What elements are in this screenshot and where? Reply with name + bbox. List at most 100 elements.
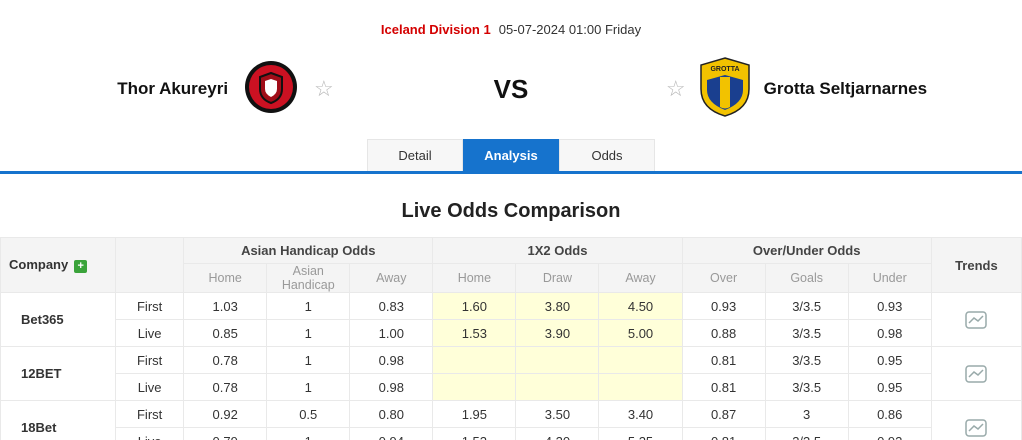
- odds-value: 0.87: [681, 400, 766, 428]
- row-type: First: [115, 292, 185, 320]
- odds-value: 0.95: [847, 373, 932, 401]
- odds-value: 3/3.5: [764, 319, 849, 347]
- odds-value: 0.81: [681, 346, 766, 374]
- table-row: Live 0.85 1 1.00 1.53 3.90 5.00 0.88 3/3…: [1, 319, 1022, 347]
- odds-value: 0.86: [847, 400, 932, 428]
- col-ou-over: Over: [681, 263, 766, 293]
- tab-detail[interactable]: Detail: [367, 139, 463, 171]
- odds-value: 3/3.5: [764, 292, 849, 320]
- tab-bar: Detail Analysis Odds: [0, 139, 1022, 174]
- odds-value: 1.00: [349, 319, 434, 347]
- tab-odds[interactable]: Odds: [559, 139, 655, 171]
- table-row: 12BET First 0.78 1 0.98 0.81 3/3.5 0.95: [0, 346, 1022, 401]
- trend-chart-icon[interactable]: [930, 400, 1022, 440]
- vs-label: VS: [493, 73, 529, 104]
- group-header-over-under: Over/Under Odds: [681, 237, 932, 264]
- col-ou-under: Under: [847, 263, 932, 293]
- trend-chart-icon[interactable]: [930, 346, 1022, 401]
- odds-value: 0.92: [183, 400, 268, 428]
- odds-value: [598, 346, 683, 374]
- match-datetime: 05-07-2024 01:00 Friday: [498, 22, 642, 37]
- odds-value: 0.98: [349, 373, 434, 401]
- page-title: Live Odds Comparison: [401, 200, 621, 222]
- odds-value: 3.50: [515, 400, 600, 428]
- company-name: 12BET: [0, 346, 117, 401]
- table-header-row-groups: Company + Asian Handicap Odds 1X2 Odds Ov…: [0, 237, 1022, 293]
- odds-value: 1.03: [183, 292, 268, 320]
- group-header-asian-handicap: Asian Handicap Odds: [183, 237, 434, 264]
- table-row: 18Bet First 0.92 0.5 0.80 1.95 3.50 3.40…: [0, 400, 1022, 440]
- col-1x2-home: Home: [432, 263, 517, 293]
- company-header-label: Company: [9, 257, 69, 273]
- odds-value: 3: [764, 400, 849, 428]
- company-header: Company +: [0, 237, 117, 293]
- table-header-row-subcolumns: Home Asian Handicap Away Home Draw Away …: [1, 263, 1022, 293]
- odds-value: 0.93: [847, 292, 932, 320]
- odds-value: 0.94: [349, 427, 434, 440]
- row-type: Live: [115, 427, 185, 440]
- col-ah-home: Home: [183, 263, 268, 293]
- odds-value: 0.81: [681, 373, 766, 401]
- odds-value: 0.80: [349, 400, 434, 428]
- odds-value: 0.88: [681, 319, 766, 347]
- away-team-block: ☆ GROTTA Grotta Seltjarnarnes: [571, 56, 1022, 122]
- odds-value: 3.90: [515, 319, 600, 347]
- trend-chart-icon[interactable]: [930, 292, 1022, 347]
- odds-value: 0.79: [183, 427, 268, 440]
- odds-value: 1: [266, 427, 351, 440]
- odds-value: 3/3.5: [764, 373, 849, 401]
- odds-value: 1: [266, 319, 351, 347]
- odds-value: [515, 346, 600, 374]
- teams-row: Thor Akureyri ☆ VS ☆ GROTTA Grotta Seltj…: [0, 53, 1022, 125]
- odds-value: 3/3.5: [764, 346, 849, 374]
- table-row: Bet365 First 1.03 1 0.83 1.60 3.80 4.50 …: [0, 292, 1022, 347]
- row-type: First: [115, 400, 185, 428]
- odds-value: 3.80: [515, 292, 600, 320]
- odds-value: 0.98: [349, 346, 434, 374]
- odds-value: 1.95: [432, 400, 517, 428]
- away-favorite-star-icon[interactable]: ☆: [665, 76, 686, 101]
- away-team-name: Grotta Seltjarnarnes: [763, 79, 928, 98]
- type-header: [115, 237, 185, 293]
- trends-header: Trends: [930, 237, 1022, 293]
- col-ah-handicap: Asian Handicap: [266, 263, 351, 293]
- odds-value: 0.92: [847, 427, 932, 440]
- odds-value: 5.25: [598, 427, 683, 440]
- odds-value: 1: [266, 346, 351, 374]
- home-favorite-star-icon[interactable]: ☆: [314, 76, 334, 101]
- col-1x2-away: Away: [598, 263, 683, 293]
- row-type: Live: [115, 319, 185, 347]
- odds-value: [598, 373, 683, 401]
- match-meta: Iceland Division 1 05-07-2024 01:00 Frida…: [0, 0, 1022, 37]
- col-ah-away: Away: [349, 263, 434, 293]
- odds-value: 3/3.5: [764, 427, 849, 440]
- league-name: Iceland Division 1: [380, 22, 491, 37]
- odds-value: 1: [266, 292, 351, 320]
- table-row: Live 0.79 1 0.94 1.52 4.20 5.25 0.81 3/3…: [1, 427, 1022, 440]
- odds-value: 1.52: [432, 427, 517, 440]
- odds-value: 0.81: [681, 427, 766, 440]
- col-1x2-draw: Draw: [515, 263, 600, 293]
- odds-value: 4.50: [598, 292, 683, 320]
- odds-value: 1.53: [432, 319, 517, 347]
- odds-value: [515, 373, 600, 401]
- odds-value: 0.78: [183, 346, 268, 374]
- odds-value: 0.98: [847, 319, 932, 347]
- odds-value: 1.60: [432, 292, 517, 320]
- tab-analysis[interactable]: Analysis: [463, 139, 559, 171]
- group-header-1x2: 1X2 Odds: [432, 237, 683, 264]
- odds-value: 0.5: [266, 400, 351, 428]
- odds-value: 0.83: [349, 292, 434, 320]
- odds-value: 0.95: [847, 346, 932, 374]
- odds-value: [432, 373, 517, 401]
- table-row: Live 0.78 1 0.98 0.81 3/3.5 0.95: [1, 373, 1022, 401]
- odds-value: 1: [266, 373, 351, 401]
- add-company-icon[interactable]: +: [74, 259, 88, 273]
- live-odds-table: Company + Asian Handicap Odds 1X2 Odds Ov…: [0, 237, 1022, 440]
- company-name: Bet365: [0, 292, 117, 347]
- odds-value: 5.00: [598, 319, 683, 347]
- odds-value: [432, 346, 517, 374]
- col-ou-goals: Goals: [764, 263, 849, 293]
- odds-value: 0.93: [681, 292, 766, 320]
- home-team-name: Thor Akureyri: [117, 79, 229, 98]
